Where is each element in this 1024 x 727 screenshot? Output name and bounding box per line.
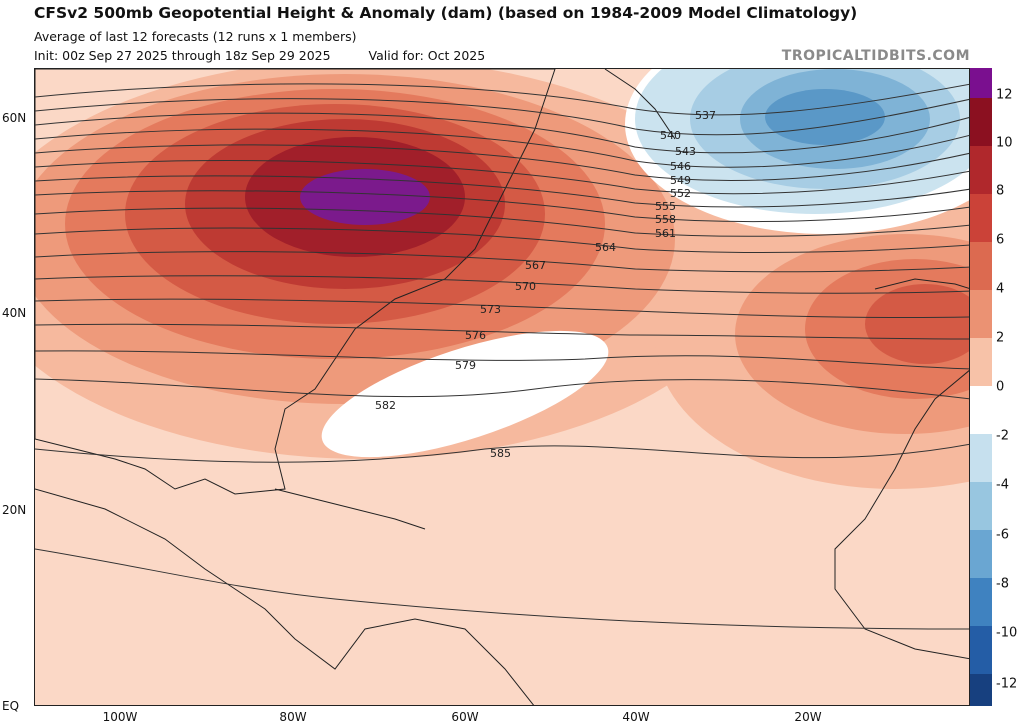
map-canvas: 537 540 543 546 549 552 555 558 561 564 … — [35, 69, 969, 705]
colorbar-swatch — [970, 386, 992, 434]
contour-582 — [35, 378, 969, 400]
contour-label-558: 558 — [655, 213, 676, 226]
contour-561 — [35, 207, 969, 237]
colorbar-label: -12 — [996, 676, 1018, 692]
neutral-zone — [321, 330, 609, 458]
lon-label-20w: 20W — [794, 710, 822, 724]
coastline-europe-africa — [834, 278, 969, 660]
colorbar-swatch — [970, 530, 992, 578]
colorbar-swatch — [970, 338, 992, 386]
contour-label-576: 576 — [465, 329, 486, 342]
colorbar-label: 8 — [996, 183, 1005, 199]
colorbar-swatch — [970, 242, 992, 290]
anomaly-east-4 — [865, 284, 969, 364]
contour-label-561: 561 — [655, 227, 676, 240]
contour-label-552: 552 — [670, 187, 691, 200]
coastline-caribbean — [274, 488, 426, 530]
colorbar-label: 6 — [996, 232, 1005, 248]
brand-watermark[interactable]: TROPICALTIDBITS.COM — [781, 48, 970, 64]
contour-579 — [35, 350, 969, 370]
colorbar — [970, 68, 992, 706]
contour-label-567: 567 — [525, 259, 546, 272]
contour-573 — [35, 298, 969, 319]
lat-label-20n: 20N — [2, 503, 27, 517]
contour-567 — [35, 251, 969, 273]
colorbar-label: 2 — [996, 330, 1005, 346]
contour-label-543: 543 — [675, 145, 696, 158]
contour-label-570: 570 — [515, 280, 536, 293]
contour-label-537: 537 — [695, 109, 716, 122]
contour-537 — [35, 83, 969, 116]
colorbar-swatch — [970, 434, 992, 482]
lon-label-80w: 80W — [279, 710, 307, 724]
lon-label-100w: 100W — [102, 710, 138, 724]
contour-543 — [35, 112, 969, 154]
contour-549 — [35, 144, 969, 181]
contour-labels: 537 540 543 546 549 552 555 558 561 564 … — [375, 109, 716, 460]
colorbar-label: -4 — [996, 477, 1009, 493]
cool-zone-4 — [765, 89, 885, 145]
anomaly-peak — [300, 169, 430, 225]
colorbar-label: -10 — [996, 625, 1018, 641]
coastline-central-america — [35, 488, 535, 705]
colorbar-swatch — [970, 482, 992, 530]
colorbar-label: -6 — [996, 527, 1009, 543]
contour-label-555: 555 — [655, 200, 676, 213]
contour-label-579: 579 — [455, 359, 476, 372]
colorbar-label: 12 — [996, 87, 1013, 103]
contour-585-north — [35, 443, 969, 463]
colorbar-swatch — [970, 290, 992, 338]
colorbar-swatch — [970, 68, 992, 98]
colorbar-swatch — [970, 626, 992, 674]
contour-585-south — [35, 548, 969, 630]
contour-570 — [35, 275, 969, 294]
contour-label-582: 582 — [375, 399, 396, 412]
colorbar-swatch — [970, 146, 992, 194]
contour-label-585: 585 — [490, 447, 511, 460]
colorbar-swatch — [970, 578, 992, 626]
lat-label-60n: 60N — [2, 111, 27, 125]
map-title: CFSv2 500mb Geopotential Height & Anomal… — [34, 4, 858, 22]
coastline-north-america — [35, 69, 556, 495]
height-contours — [35, 83, 969, 630]
contour-552 — [35, 160, 969, 195]
lat-label-eq: EQ — [2, 699, 20, 713]
colorbar-label: -2 — [996, 428, 1009, 444]
map-panel: 537 540 543 546 549 552 555 558 561 564 … — [34, 68, 970, 706]
lon-label-40w: 40W — [622, 710, 650, 724]
colorbar-swatch — [970, 674, 992, 706]
contour-564 — [35, 227, 969, 253]
init-time: Init: 00z Sep 27 2025 through 18z Sep 29… — [34, 48, 331, 63]
contour-576 — [35, 323, 969, 340]
lon-label-60w: 60W — [451, 710, 479, 724]
coastline-greenland — [604, 69, 676, 140]
contour-555 — [35, 175, 969, 208]
map-subtitle: Average of last 12 forecasts (12 runs x … — [34, 29, 357, 44]
contour-558 — [35, 190, 969, 223]
contour-546 — [35, 128, 969, 168]
map-init-line: Init: 00z Sep 27 2025 through 18z Sep 29… — [34, 48, 485, 63]
colorbar-label: 4 — [996, 281, 1005, 297]
contour-label-546: 546 — [670, 160, 691, 173]
contour-540 — [35, 98, 969, 136]
contour-label-564: 564 — [595, 241, 616, 254]
contour-label-540: 540 — [660, 129, 681, 142]
colorbar-label: -8 — [996, 576, 1009, 592]
valid-time: Valid for: Oct 2025 — [368, 48, 486, 63]
contour-label-549: 549 — [670, 174, 691, 187]
contour-label-573: 573 — [480, 303, 501, 316]
colorbar-swatch — [970, 194, 992, 242]
colorbar-label: 0 — [996, 379, 1005, 395]
colorbar-swatch — [970, 98, 992, 146]
lat-label-40n: 40N — [2, 306, 27, 320]
colorbar-label: 10 — [996, 135, 1013, 151]
